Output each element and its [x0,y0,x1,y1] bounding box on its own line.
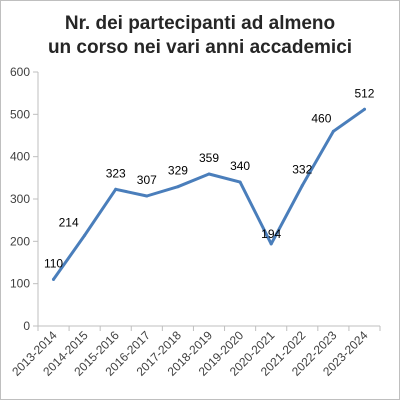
data-label: 460 [311,111,331,125]
data-point [269,242,273,246]
data-point [362,107,366,111]
data-label: 512 [354,86,374,100]
series-line [52,107,366,281]
data-label: 214 [59,215,79,229]
y-tick-label: 100 [10,277,30,291]
data-point [300,183,304,187]
data-point [207,172,211,176]
y-tick-label: 400 [10,150,30,164]
data-point [331,129,335,133]
data-point [176,185,180,189]
chart-title-line-1: Nr. dei partecipanti ad almeno [64,13,336,34]
data-label: 110 [44,256,63,270]
data-label: 340 [230,159,250,173]
data-label: 307 [137,173,157,187]
data-point [52,277,56,281]
data-point [145,194,149,198]
y-tick-label: 500 [10,107,30,121]
y-tick-label: 300 [10,192,30,206]
data-point [114,187,118,191]
data-label: 194 [261,227,281,241]
y-tick-label: 600 [10,65,30,79]
data-label: 359 [199,151,219,165]
data-point [238,180,242,184]
data-label: 332 [292,162,312,176]
y-tick-label: 0 [23,319,30,333]
y-tick-label: 200 [10,234,30,248]
data-point [83,233,87,237]
data-label: 323 [106,166,126,180]
chart-title-line-2: un corso nei vari anni accademici [47,37,353,58]
data-label: 329 [168,164,188,178]
